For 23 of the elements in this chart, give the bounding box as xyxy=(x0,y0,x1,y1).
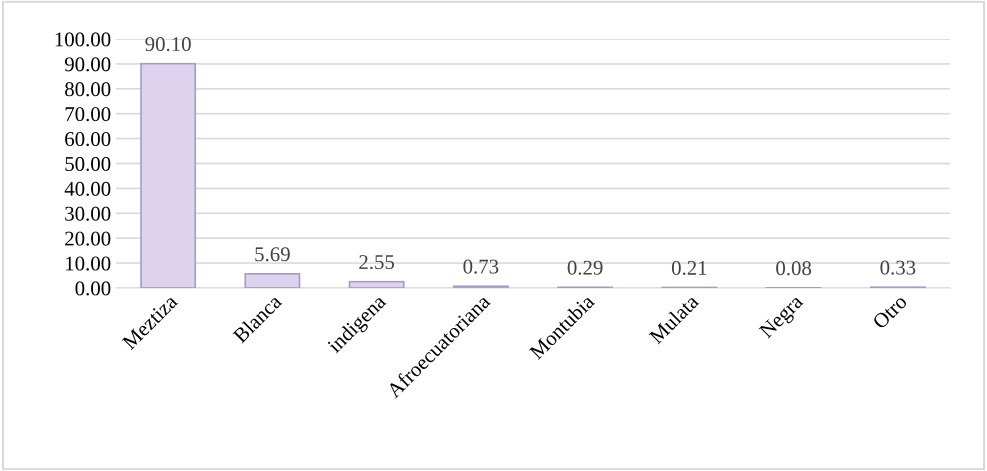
data-label: 5.69 xyxy=(255,247,290,262)
bar xyxy=(140,62,196,288)
y-tick-label: 30.00 xyxy=(65,206,110,221)
y-tick-label: 90.00 xyxy=(64,57,110,72)
data-label: 2.55 xyxy=(359,255,394,270)
y-tick-label: 60.00 xyxy=(65,132,110,146)
y-tick-label: 10.00 xyxy=(66,256,110,271)
y-tick-label: 50.00 xyxy=(65,156,110,172)
y-tick-label: 70.00 xyxy=(66,107,110,122)
y-tick-label: 0.00 xyxy=(75,281,110,296)
data-label: 0.08 xyxy=(776,261,812,276)
y-tick-label: 40.00 xyxy=(64,182,110,196)
bar xyxy=(244,272,300,288)
data-label: 0.73 xyxy=(463,260,498,274)
data-label: 90.10 xyxy=(145,37,191,52)
bar xyxy=(348,280,405,288)
y-tick-label: 20.00 xyxy=(65,232,110,246)
y-tick-label: 80.00 xyxy=(65,82,110,96)
y-tick-label: 100.00 xyxy=(56,32,110,47)
data-label: 0.29 xyxy=(568,260,602,275)
data-label: 0.33 xyxy=(880,260,916,275)
data-label: 0.21 xyxy=(672,260,706,276)
x-tick-label: Otro xyxy=(872,294,908,330)
